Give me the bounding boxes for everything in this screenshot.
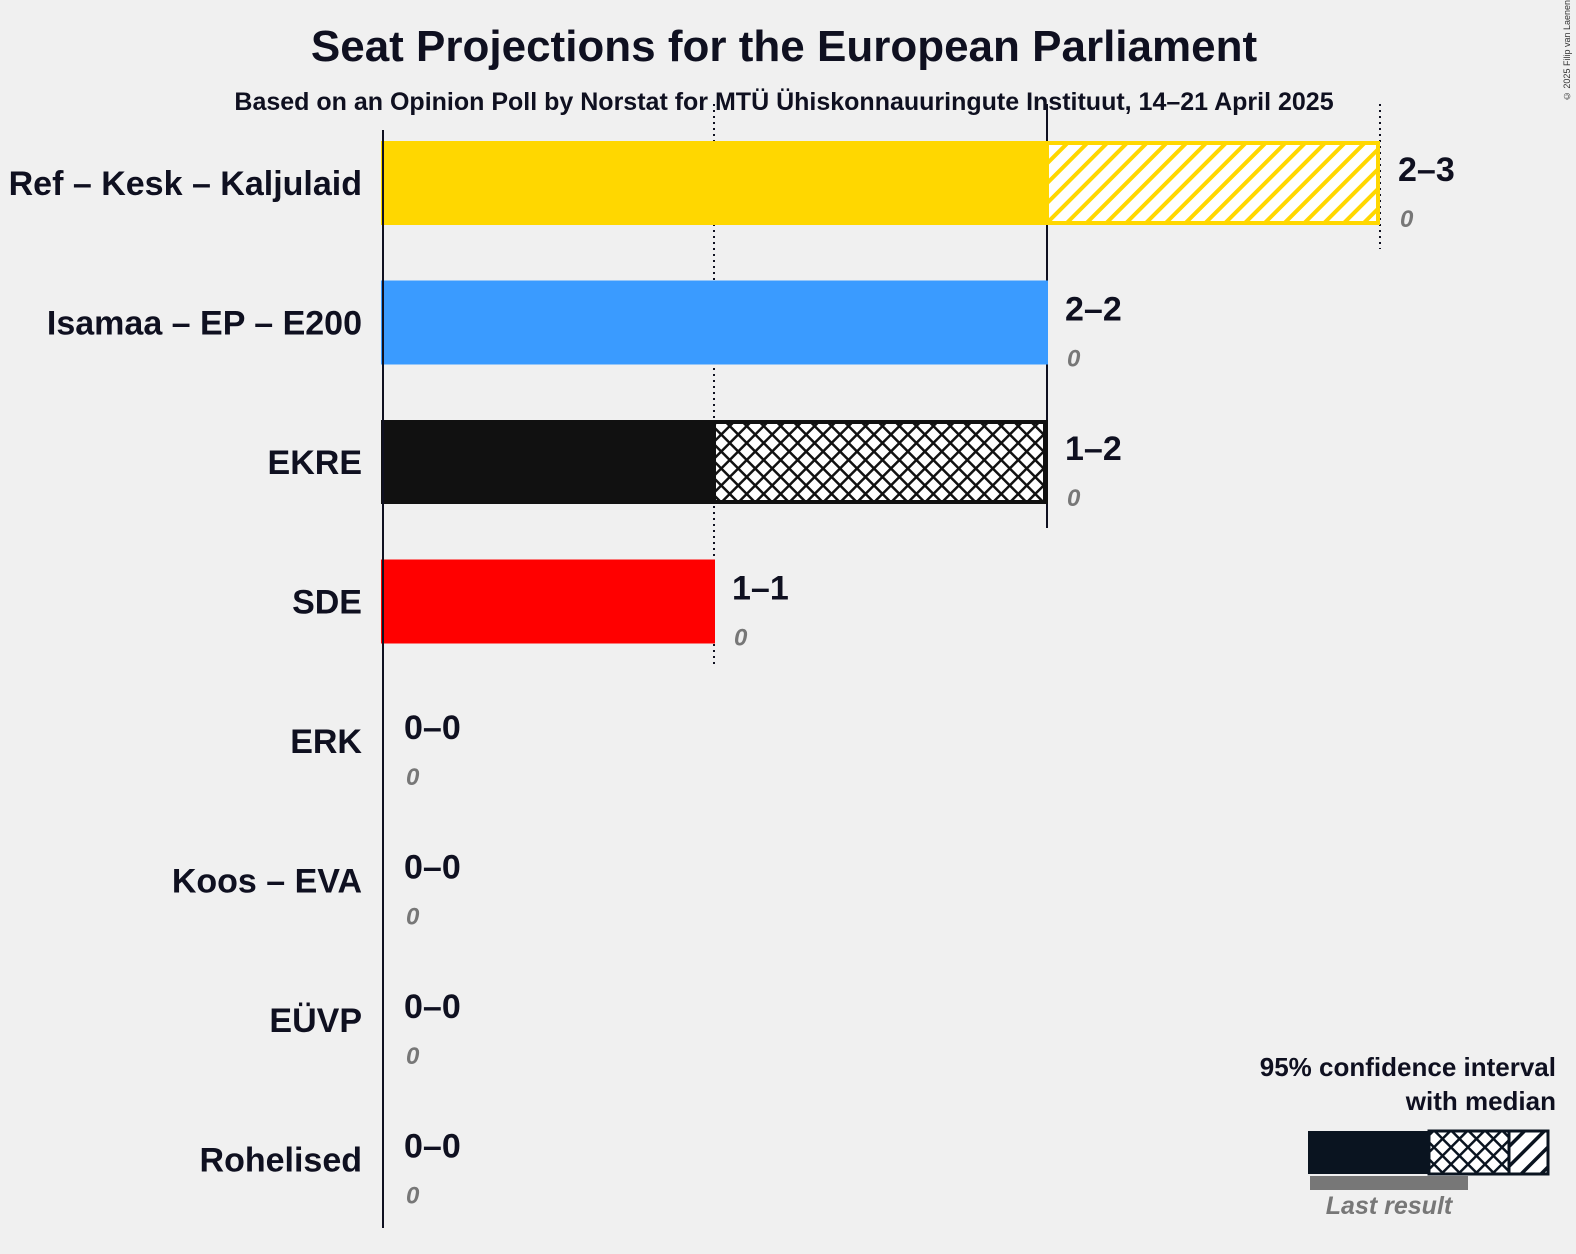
last-result-label-1: 0 (1067, 346, 1081, 373)
legend-last-result-bar (1310, 1176, 1468, 1190)
party-label-2: EKRE (268, 444, 362, 482)
party-label-5: Koos – EVA (172, 863, 362, 901)
last-result-label-2: 0 (1067, 485, 1081, 512)
last-result-label-3: 0 (734, 625, 748, 652)
range-label-7: 0–0 (404, 1128, 461, 1166)
legend-solid-segment (1308, 1131, 1429, 1174)
legend-last-result-label: Last result (1325, 1192, 1453, 1220)
legend-diag-segment (1507, 1129, 1550, 1176)
range-label-1: 2–2 (1065, 291, 1122, 329)
bar-median-0 (381, 141, 1048, 225)
last-result-label-7: 0 (406, 1183, 420, 1210)
legend-title: 95% confidence interval with median (1260, 1050, 1556, 1118)
legend-swatch (1308, 1129, 1550, 1190)
legend-title-line2: with median (1405, 1086, 1556, 1116)
bar-ci-upper-0 (1045, 141, 1380, 225)
range-label-5: 0–0 (404, 849, 461, 887)
chart-subtitle: Based on an Opinion Poll by Norstat for … (234, 88, 1334, 116)
range-label-6: 0–0 (404, 988, 461, 1026)
last-result-label-5: 0 (406, 904, 420, 931)
range-label-2: 1–2 (1065, 430, 1122, 468)
legend-cross-segment (1427, 1129, 1511, 1176)
bar-median-1 (381, 280, 1048, 365)
last-result-label-0: 0 (1400, 206, 1414, 233)
bar-solid-2 (381, 420, 714, 504)
party-label-7: Rohelised (200, 1142, 362, 1180)
party-label-0: Ref – Kesk – Kaljulaid (9, 165, 362, 203)
range-label-4: 0–0 (404, 709, 461, 747)
bar-median-3 (381, 559, 715, 644)
party-label-3: SDE (292, 584, 362, 622)
last-result-label-4: 0 (406, 764, 420, 791)
chart-title: Seat Projections for the European Parlia… (310, 22, 1258, 71)
party-label-4: ERK (290, 723, 362, 761)
last-result-label-6: 0 (406, 1043, 420, 1070)
range-label-3: 1–1 (732, 570, 789, 608)
bar-ci-lower-2 (712, 420, 1047, 504)
range-label-0: 2–3 (1398, 151, 1455, 189)
party-label-1: Isamaa – EP – E200 (47, 305, 362, 343)
party-label-6: EÜVP (269, 1002, 362, 1040)
legend-title-line1: 95% confidence interval (1259, 1052, 1556, 1082)
